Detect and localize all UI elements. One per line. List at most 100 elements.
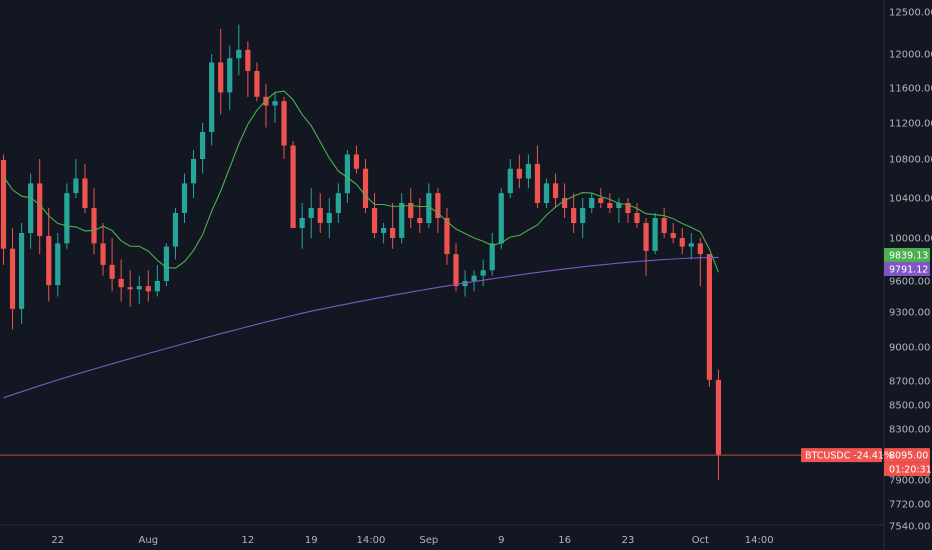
- candle-body: [661, 218, 667, 233]
- candle-body: [317, 208, 323, 223]
- candle-body: [444, 218, 450, 255]
- candle: [290, 141, 296, 228]
- candle-body: [607, 203, 613, 208]
- candle-body: [453, 254, 459, 287]
- slow-ma-price-tag-bg: [884, 262, 930, 276]
- time-tick-label: 12: [241, 535, 254, 546]
- last-price-tag-bg: [884, 448, 930, 463]
- candle-body: [381, 228, 387, 233]
- candle-body: [28, 183, 34, 233]
- time-tick-label: 22: [51, 535, 64, 546]
- price-tick-label: 12000.00: [889, 50, 932, 61]
- candle: [489, 233, 495, 276]
- candle-body: [634, 213, 640, 223]
- slow-moving-average-line: [3, 256, 719, 399]
- price-tick-label: 9300.00: [889, 308, 930, 319]
- candle: [552, 173, 559, 208]
- candle-body: [172, 213, 179, 247]
- candle-body: [471, 275, 477, 281]
- candle-body: [154, 281, 160, 292]
- candle: [471, 270, 477, 292]
- time-tick-label: 16: [558, 535, 571, 546]
- candle-body: [181, 183, 188, 213]
- candle: [697, 238, 703, 287]
- candle: [652, 213, 658, 255]
- candle: [118, 259, 124, 302]
- price-axis[interactable]: 12500.00 12000.00 11600.00 11200.00 10800.00…: [889, 8, 932, 533]
- candle: [136, 275, 142, 304]
- candle: [245, 41, 251, 97]
- candle: [706, 254, 712, 387]
- candle: [580, 198, 586, 238]
- price-tick-label: 8300.00: [889, 425, 930, 436]
- countdown-tag-text: 01:20:31: [889, 465, 932, 476]
- candle: [498, 188, 504, 249]
- candle-body: [715, 379, 722, 455]
- time-tick-label: 19: [305, 535, 318, 546]
- candle-body: [190, 159, 197, 184]
- candle: [200, 123, 206, 174]
- candle: [127, 270, 133, 307]
- candle: [715, 369, 722, 480]
- candle: [82, 163, 88, 213]
- candle: [9, 228, 16, 330]
- fast-ma-price-tag-bg: [884, 248, 930, 262]
- candle: [55, 233, 61, 297]
- candle-body: [136, 286, 142, 290]
- candle: [381, 223, 387, 244]
- candle-body: [218, 62, 224, 93]
- fast-ma-price-tag-text: 9839.13: [889, 251, 928, 262]
- candle: [417, 198, 423, 233]
- price-tick-label: 12500.00: [889, 8, 932, 19]
- candle-body: [55, 243, 61, 286]
- candle-body: [516, 168, 522, 179]
- candle: [0, 154, 7, 265]
- candle: [371, 193, 378, 238]
- price-tick-label: 8500.00: [889, 401, 930, 412]
- candle-body: [245, 49, 251, 71]
- candle: [335, 183, 341, 223]
- candle: [634, 203, 640, 228]
- price-tags: 9839.13 9791.12 8095.00 01:20:31 BTCUSDC -24…: [801, 248, 932, 477]
- candle-body: [480, 270, 486, 276]
- candle-body: [571, 208, 577, 223]
- candle: [426, 183, 432, 228]
- candle-body: [643, 223, 649, 251]
- candle-body: [0, 159, 7, 249]
- candle: [145, 270, 151, 302]
- candle-body: [706, 254, 712, 380]
- candle-body: [9, 248, 16, 309]
- candle-body: [652, 218, 658, 251]
- candle-body: [417, 218, 423, 223]
- symbol-change-text: BTCUSDC -24.41%: [805, 451, 893, 462]
- candle: [109, 238, 115, 292]
- candle: [507, 159, 513, 198]
- candle: [64, 183, 70, 249]
- price-tick-label: 7540.00: [889, 522, 930, 533]
- candle: [643, 218, 649, 276]
- candle-body: [697, 243, 703, 255]
- candle-body: [344, 154, 350, 194]
- candle-body: [19, 233, 25, 309]
- moving-averages-layer: [3, 90, 720, 399]
- price-tick-label: 10800.00: [889, 155, 932, 166]
- last-price-tag: 8095.00: [884, 448, 930, 463]
- candle-body: [200, 132, 206, 159]
- candle-body: [82, 178, 88, 208]
- candle-body: [73, 178, 79, 194]
- price-tick-label: 7900.00: [889, 476, 930, 487]
- candle: [525, 154, 531, 189]
- price-tick-label: 10400.00: [889, 194, 932, 205]
- candle: [670, 223, 676, 244]
- candle-body: [335, 193, 341, 213]
- candle-body: [236, 49, 242, 59]
- time-axis[interactable]: 22 Aug 12 19 14:00 Sep 9 16 23 Oct 14:00: [51, 535, 773, 546]
- candle: [444, 208, 450, 265]
- candle: [661, 208, 667, 238]
- candle-body: [390, 228, 396, 238]
- candle: [154, 264, 160, 297]
- candle: [571, 193, 577, 233]
- candle-body: [46, 236, 52, 286]
- candle: [172, 208, 179, 260]
